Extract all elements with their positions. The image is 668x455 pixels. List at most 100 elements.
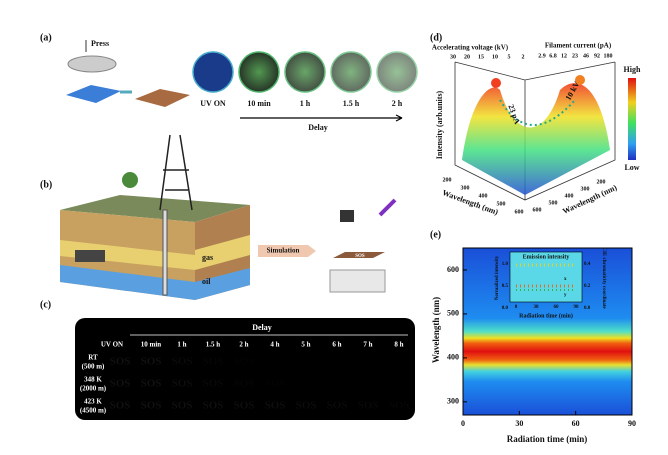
panel-label: (c) xyxy=(40,299,51,310)
badge xyxy=(238,51,280,93)
inset-tick: 0.2 xyxy=(584,284,591,289)
ground-top xyxy=(60,195,250,222)
badge xyxy=(376,51,418,93)
sos-cell: SOS xyxy=(265,400,286,412)
tick-label: 600 xyxy=(515,209,524,215)
sos-cell: SOS xyxy=(172,378,193,390)
axis-title: Wavelength (nm) xyxy=(431,297,441,363)
gas-layer xyxy=(60,240,195,270)
panel-label: (d) xyxy=(430,32,442,43)
sos-cell: SOS xyxy=(141,400,162,412)
inset-axis: CIE chromaticity coordinate xyxy=(601,247,606,309)
y-tick-label: 600 xyxy=(447,265,459,274)
tick-label: 5 xyxy=(508,54,511,60)
inset-tick: 0 xyxy=(515,305,518,310)
axis-title: Wavelength (nm) xyxy=(441,188,500,217)
tick-label: 12 xyxy=(561,53,567,59)
badge xyxy=(284,51,326,93)
badge xyxy=(192,51,234,93)
badge-label: 10 min xyxy=(247,99,271,108)
inset-tick: 60 xyxy=(554,305,560,310)
tick-label: 300 xyxy=(581,186,590,192)
sos-cell: SOS xyxy=(110,378,131,390)
panel-label: (a) xyxy=(40,32,52,43)
badge-label: 2 h xyxy=(392,99,403,108)
column-label: 6 h xyxy=(332,341,341,349)
press-label: Press xyxy=(91,39,109,48)
tick-label: 2.9 xyxy=(538,53,546,59)
sos-cell: SOS xyxy=(141,378,162,390)
tick-label: 2 xyxy=(522,54,525,60)
sos-cell: SOS xyxy=(172,356,193,368)
sos-cell: SOS xyxy=(296,400,317,412)
sos-cell: SOS xyxy=(358,400,379,412)
simulation-label: Simulation xyxy=(267,247,300,255)
sample xyxy=(333,252,385,258)
inset-tick: 0.0 xyxy=(584,306,591,311)
x-tick-label: 30 xyxy=(515,419,523,428)
sos-cell: SOS xyxy=(234,356,255,368)
column-label: UV ON xyxy=(101,341,123,349)
axis-title: Radiation time (min) xyxy=(507,434,588,444)
oil-label: oil xyxy=(202,277,211,286)
tick-label: 46 xyxy=(583,53,589,59)
sos-cell: SOS xyxy=(203,356,224,368)
sos-cell: SOS xyxy=(389,400,410,412)
axis-title: Intensity (arb.units) xyxy=(435,90,444,159)
inset-axis: Normalized intensity xyxy=(495,255,500,300)
colorbar xyxy=(628,78,636,160)
sos-cell: SOS xyxy=(141,356,162,368)
inset-tick: 0.4 xyxy=(584,262,591,267)
tick-label: 500 xyxy=(497,201,506,207)
mesh-disk xyxy=(67,55,117,73)
sos-cell: SOS xyxy=(203,378,224,390)
tick-label: 500 xyxy=(549,200,558,206)
inset-tick: 90 xyxy=(574,305,580,310)
tick-label: 400 xyxy=(565,193,574,199)
surface xyxy=(462,83,610,195)
column-label: 1.5 h xyxy=(206,341,221,349)
inset-tick: 0.5 xyxy=(502,284,509,289)
sos-cell: SOS xyxy=(234,400,255,412)
gas-label: gas xyxy=(202,253,213,262)
badge-label: 1.5 h xyxy=(343,99,360,108)
column-label: 2 h xyxy=(239,341,248,349)
tick-label: 300 xyxy=(461,185,470,191)
camera xyxy=(340,210,354,222)
inset-title: Emission intensity xyxy=(523,254,570,260)
sos-panel xyxy=(75,318,415,420)
colorbar-low: Low xyxy=(624,163,639,172)
tick-label: 180 xyxy=(604,53,613,59)
delay-label: Delay xyxy=(252,323,272,332)
x-label: x xyxy=(564,277,567,282)
panel-label: (e) xyxy=(430,229,441,240)
wellbore xyxy=(162,209,168,296)
gas-side xyxy=(195,235,250,270)
row-depth: (4500 m) xyxy=(80,407,107,415)
sos-cell: SOS xyxy=(327,400,348,412)
column-label: 8 h xyxy=(394,341,403,349)
tick-label: 400 xyxy=(479,193,488,199)
row-depth: (2000 m) xyxy=(80,385,107,393)
uv-lamp xyxy=(378,198,397,217)
y-tick-label: 400 xyxy=(447,353,459,362)
sos-cell: SOS xyxy=(172,400,193,412)
sphere xyxy=(575,75,585,85)
tick-label: 200 xyxy=(597,179,606,185)
badge-label: UV ON xyxy=(200,99,226,108)
tick-label: 92 xyxy=(594,53,600,59)
x-tick-label: 90 xyxy=(628,419,636,428)
badge xyxy=(330,51,372,93)
y-tick-label: 500 xyxy=(447,309,459,318)
brown-plate xyxy=(135,89,190,107)
blue-plate xyxy=(66,85,121,103)
row-temp: 348 K xyxy=(84,376,102,384)
trend xyxy=(499,99,576,126)
water-layer xyxy=(60,265,195,300)
tick-label: 200 xyxy=(443,177,452,183)
colorbar-high: High xyxy=(624,65,641,74)
tick-label: 6.8 xyxy=(549,53,557,59)
y-label: y xyxy=(564,293,567,298)
inset-tick: 1.0 xyxy=(502,262,509,267)
